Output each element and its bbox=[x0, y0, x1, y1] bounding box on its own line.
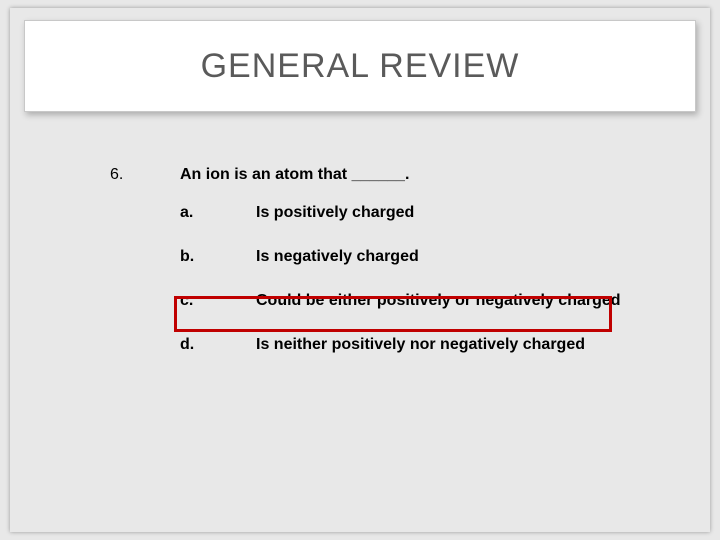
option-letter: b. bbox=[180, 248, 256, 266]
question-row: 6. An ion is an atom that ______. bbox=[110, 166, 670, 184]
option-row: d.Is neither positively nor negatively c… bbox=[180, 336, 670, 380]
option-row: b.Is negatively charged bbox=[180, 248, 670, 292]
option-letter: c. bbox=[180, 292, 256, 310]
question-text: An ion is an atom that ______. bbox=[180, 166, 409, 184]
option-letter: a. bbox=[180, 204, 256, 222]
option-text: Is positively charged bbox=[256, 204, 414, 222]
option-row: c.Could be either positively or negative… bbox=[180, 292, 670, 336]
slide-container: GENERAL REVIEW 6. An ion is an atom that… bbox=[10, 8, 710, 532]
slide-title: GENERAL REVIEW bbox=[201, 47, 520, 86]
option-text: Is negatively charged bbox=[256, 248, 419, 266]
option-text: Could be either positively or negatively… bbox=[256, 292, 621, 310]
options-list: a.Is positively chargedb.Is negatively c… bbox=[180, 204, 670, 380]
question-number: 6. bbox=[110, 166, 180, 184]
title-box: GENERAL REVIEW bbox=[24, 20, 696, 112]
option-letter: d. bbox=[180, 336, 256, 354]
question-block: 6. An ion is an atom that ______. a.Is p… bbox=[110, 166, 670, 380]
option-row: a.Is positively charged bbox=[180, 204, 670, 248]
option-text: Is neither positively nor negatively cha… bbox=[256, 336, 585, 354]
